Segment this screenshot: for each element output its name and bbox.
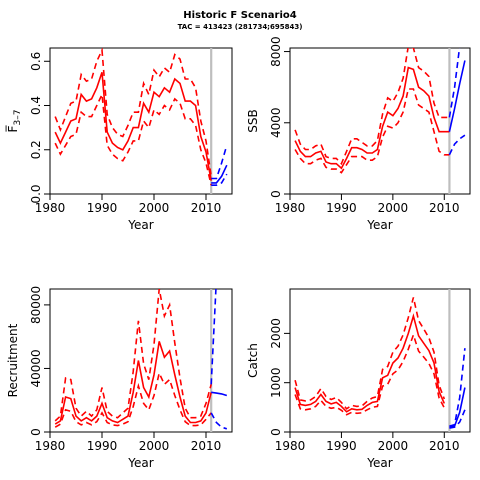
historic-median-line [54,341,212,425]
projection-bound-line [211,173,228,186]
x-tick-label: 2010 [429,201,460,215]
x-tick-label: 1980 [35,201,66,215]
x-tick-label: 2010 [191,439,222,453]
plot-frame [49,47,233,195]
x-tick-label: 1990 [87,201,118,215]
plot-frame [289,47,471,195]
historic-median-line [294,313,446,413]
historic-bound-line [54,48,212,177]
projection-bound-line [449,348,466,427]
y-tick-label: 0.2 [29,140,43,159]
projection-bound-line [211,145,228,180]
y-tick-label: 8000 [269,36,283,67]
x-tick-label: 2010 [429,439,460,453]
x-axis-label: Year [366,456,392,470]
x-axis-label: Year [127,456,153,470]
x-tick-label: 1980 [275,439,306,453]
x-tick-label: 2000 [139,201,170,215]
projection-bound-line [448,48,461,118]
chart-subtitle: TAC = 413423 (281734;695843) [177,23,303,31]
y-axis-label: F̅3–7 [5,110,23,133]
projection-median-line [449,387,466,428]
historic-bound-line [294,297,446,410]
y-axis-label: SSB [246,109,260,132]
y-tick-label: 1000 [269,367,283,398]
historic-median-line [294,66,450,170]
historic-bound-line [54,289,212,422]
catch-panel: 1980 1990 2000 2010 0 1000 2000 Year Catch [246,288,471,470]
y-axis-label: Recruitment [6,323,20,397]
recruitment-panel: 1980 1990 2000 2010 0 40000 80000 Year Recruitme… [6,286,233,470]
projection-bound-line [448,134,466,156]
y-tick-label: 2000 [269,318,283,349]
x-tick-label: 1980 [275,201,306,215]
plot-frame [49,288,233,433]
historic-bound-line [54,370,212,428]
ssb-panel: 1980 1990 2000 2010 0 4000 8000 Year SSB [246,36,471,232]
y-tick-label: 0 [269,428,283,436]
x-tick-label: 2000 [139,439,170,453]
plot-frame [289,288,471,433]
projection-bound-line [449,409,466,429]
historic-bound-line [294,332,446,416]
projection-median-line [211,164,228,184]
historic-median-line [54,72,212,181]
x-tick-label: 1990 [326,439,357,453]
historic-bound-line [54,91,212,186]
historic-bound-line [294,88,450,174]
x-tick-label: 2000 [378,201,409,215]
y-tick-label: 40000 [29,349,43,387]
projection-bound-line [210,289,217,385]
projection-median-line [448,60,466,132]
x-tick-label: 1990 [326,201,357,215]
f-panel: 1980 1990 2000 2010 0.0 0.2 0.4 0.6 Year F̅3–7 [5,47,233,232]
y-tick-label: 0.0 [29,184,43,203]
historic-bound-line [294,48,450,166]
y-tick-label: 4000 [269,108,283,139]
x-axis-label: Year [127,218,153,232]
x-tick-label: 2010 [191,201,222,215]
y-tick-label: 0.4 [29,96,43,115]
projection-bound-line [210,412,228,430]
projection-median-line [211,391,228,397]
x-tick-label: 1980 [35,439,66,453]
x-tick-label: 1990 [87,439,118,453]
x-tick-label: 2000 [378,439,409,453]
y-tick-label: 0 [29,428,43,436]
chart-title: Historic F Scenario4 [183,10,297,21]
y-tick-label: 0.6 [29,52,43,71]
x-axis-label: Year [366,218,392,232]
y-tick-label: 0 [269,190,283,198]
y-tick-label: 80000 [29,286,43,324]
y-axis-label: Catch [246,343,260,378]
